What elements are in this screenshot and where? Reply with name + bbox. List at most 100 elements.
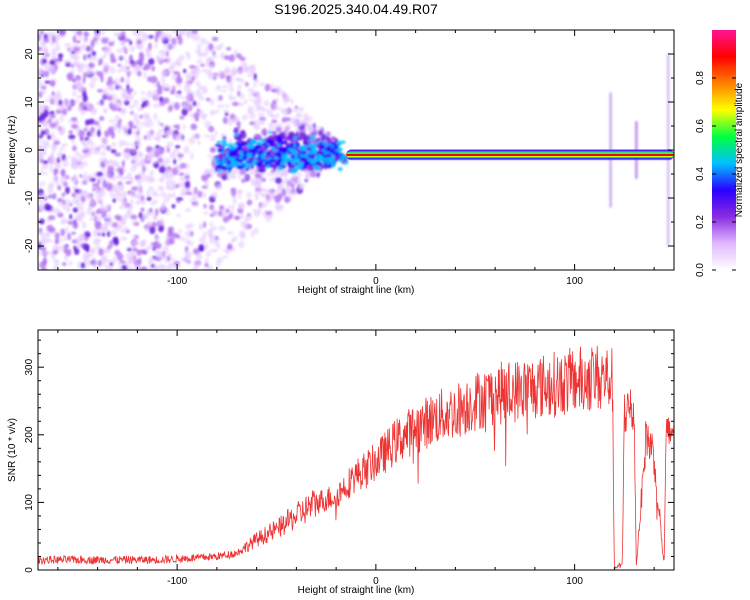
heatmap-cell bbox=[173, 124, 177, 128]
heatmap-cell bbox=[128, 94, 134, 101]
heatmap-cell bbox=[129, 45, 136, 52]
heatmap-cell bbox=[177, 153, 184, 158]
heatmap-cell bbox=[195, 89, 201, 98]
heatmap-cell bbox=[127, 258, 134, 265]
heatmap-cell bbox=[196, 59, 204, 64]
heatmap-cell bbox=[156, 131, 162, 139]
heatmap-cell bbox=[107, 171, 113, 180]
heatmap-cell bbox=[161, 264, 167, 270]
heatmap-cell bbox=[47, 37, 51, 42]
heatmap-cell bbox=[277, 166, 284, 171]
heatmap-cell bbox=[92, 213, 100, 219]
snr-xlabel: Height of straight line (km) bbox=[298, 585, 415, 596]
heatmap-cell bbox=[87, 261, 92, 267]
heatmap-cell bbox=[178, 177, 186, 182]
heatmap-cell bbox=[92, 183, 100, 187]
heatmap-cell bbox=[118, 139, 124, 148]
spectrogram-ylabel: Frequency (Hz) bbox=[7, 116, 18, 185]
heatmap-cell bbox=[224, 112, 229, 116]
heatmap-cell bbox=[199, 224, 204, 229]
heatmap-cell bbox=[98, 196, 104, 205]
heatmap-cell bbox=[226, 75, 232, 83]
heatmap-cell bbox=[99, 100, 105, 106]
heatmap-cell bbox=[137, 43, 142, 49]
heatmap-cell bbox=[39, 218, 45, 225]
heatmap-cell bbox=[161, 202, 166, 208]
heatmap-cell bbox=[38, 150, 46, 156]
heatmap-cell bbox=[127, 265, 134, 270]
heatmap-cell bbox=[57, 212, 64, 218]
heatmap-cell bbox=[129, 205, 134, 210]
snr-frame bbox=[37, 329, 675, 571]
heatmap-cell bbox=[53, 193, 58, 199]
heatmap-cell bbox=[92, 187, 96, 191]
heatmap-cell bbox=[89, 200, 94, 205]
heatmap-cell bbox=[74, 188, 79, 193]
heatmap-cell bbox=[177, 229, 183, 234]
heatmap-cell bbox=[217, 154, 223, 160]
heatmap-cell bbox=[98, 61, 102, 66]
heatmap-cell bbox=[291, 174, 297, 180]
heatmap-cell bbox=[254, 227, 259, 235]
heatmap-cell bbox=[97, 71, 104, 78]
heatmap-cell bbox=[270, 172, 275, 176]
heatmap-cell bbox=[70, 117, 78, 122]
heatmap-cell bbox=[101, 37, 109, 44]
heatmap-cell bbox=[197, 84, 203, 91]
heatmap-cell bbox=[213, 53, 218, 59]
heatmap-cell bbox=[130, 111, 134, 114]
heatmap-cell bbox=[151, 242, 159, 246]
snr-panel: -100 0 100 0 100 200 300 Height of straight li… bbox=[7, 329, 675, 596]
heatmap-cell bbox=[86, 207, 93, 216]
heatmap-cell bbox=[226, 46, 232, 51]
heatmap-cell bbox=[133, 115, 139, 122]
heatmap-cell bbox=[227, 205, 234, 209]
heatmap-cell bbox=[221, 142, 228, 147]
heatmap-cell bbox=[104, 160, 111, 168]
heatmap-cell bbox=[116, 267, 123, 270]
heatmap-cell bbox=[116, 48, 124, 54]
heatmap-cell bbox=[248, 177, 254, 182]
snr-ticks: -100 0 100 0 100 200 300 bbox=[24, 330, 674, 587]
heatmap-cell bbox=[54, 32, 62, 40]
heatmap-cell bbox=[80, 210, 86, 218]
heatmap-cell bbox=[106, 145, 112, 151]
heatmap-cell bbox=[296, 149, 300, 154]
heatmap-cell bbox=[212, 249, 218, 253]
heatmap-cell bbox=[140, 162, 144, 168]
heatmap-cell bbox=[291, 154, 295, 160]
heatmap-cell bbox=[217, 140, 221, 144]
heatmap-cell bbox=[51, 96, 56, 102]
heatmap-cell bbox=[217, 168, 222, 173]
heatmap-cell bbox=[154, 43, 158, 49]
heatmap-cell bbox=[131, 143, 136, 148]
heatmap-cell bbox=[65, 248, 72, 257]
heatmap-cell bbox=[307, 124, 315, 132]
heatmap-cell bbox=[57, 53, 64, 59]
heatmap-cell bbox=[268, 193, 276, 198]
heatmap-cell bbox=[156, 236, 161, 241]
heatmap-cell bbox=[274, 203, 281, 210]
heatmap-cell bbox=[298, 185, 303, 190]
heatmap-cell bbox=[190, 152, 194, 160]
heatmap-cell bbox=[205, 271, 208, 274]
heatmap-cell bbox=[46, 31, 51, 37]
heatmap-cell bbox=[54, 117, 60, 125]
heatmap-cell bbox=[124, 148, 132, 154]
heatmap-cell bbox=[80, 140, 87, 145]
heatmap-cell bbox=[255, 161, 264, 167]
heatmap-cell bbox=[40, 40, 46, 47]
heatmap-cell bbox=[72, 144, 77, 148]
heatmap-cell bbox=[48, 215, 56, 221]
heatmap-cell bbox=[250, 180, 256, 186]
heatmap-cell bbox=[168, 105, 173, 112]
heatmap-cell bbox=[70, 63, 74, 68]
heatmap-cell bbox=[329, 137, 336, 144]
heatmap-cell bbox=[183, 102, 188, 110]
heatmap-cell bbox=[285, 157, 291, 162]
heatmap-cell bbox=[295, 126, 300, 134]
heatmap-cell bbox=[75, 158, 83, 162]
heatmap-cell bbox=[108, 41, 115, 47]
heatmap-cell bbox=[80, 201, 85, 205]
heatmap-cell bbox=[273, 156, 279, 160]
